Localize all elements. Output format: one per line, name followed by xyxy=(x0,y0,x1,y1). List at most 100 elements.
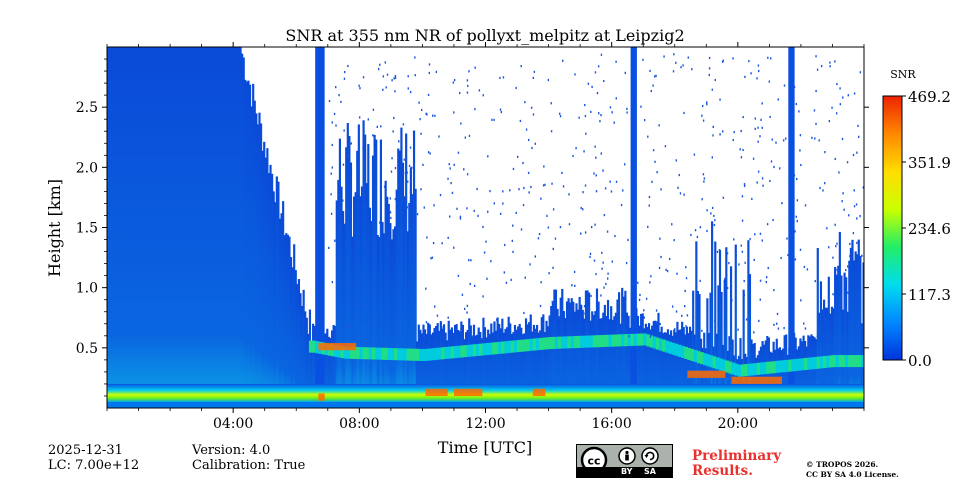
noise-speckle xyxy=(379,221,381,224)
noise-speckle xyxy=(394,74,397,78)
signal-column xyxy=(681,321,684,408)
noise-speckle xyxy=(413,293,415,296)
noise-speckle xyxy=(562,59,564,62)
noise-speckle xyxy=(658,124,660,127)
noise-speckle xyxy=(390,170,393,173)
noise-speckle xyxy=(615,60,617,63)
signal-column xyxy=(215,47,218,408)
noise-speckle xyxy=(675,159,677,162)
signal-column xyxy=(438,330,441,408)
boundary-layer-band xyxy=(728,361,733,374)
signal-column xyxy=(485,337,488,408)
noise-speckle xyxy=(769,179,771,183)
noise-speckle xyxy=(647,225,649,228)
noise-speckle xyxy=(348,281,351,284)
signal-column xyxy=(176,47,179,408)
noise-speckle xyxy=(435,70,438,73)
signal-column xyxy=(266,148,269,408)
noise-speckle xyxy=(806,268,809,271)
noise-speckle xyxy=(594,71,597,74)
signal-column xyxy=(408,202,411,408)
signal-column xyxy=(572,301,575,408)
noise-speckle xyxy=(684,334,686,338)
signal-column xyxy=(446,340,449,408)
noise-speckle xyxy=(765,280,767,284)
signal-column xyxy=(225,47,228,408)
boundary-layer-band xyxy=(312,340,316,353)
noise-speckle xyxy=(534,142,537,145)
signal-column xyxy=(371,155,375,408)
boundary-layer-band xyxy=(400,348,405,361)
signal-column xyxy=(687,333,690,408)
signal-column xyxy=(677,330,681,408)
noise-speckle xyxy=(464,307,466,310)
noise-speckle xyxy=(742,148,744,152)
noise-speckle xyxy=(724,277,726,280)
noise-speckle xyxy=(747,264,749,267)
high-snr-spot xyxy=(687,370,726,378)
boundary-layer-band xyxy=(740,364,745,377)
noise-speckle xyxy=(476,187,478,191)
noise-speckle xyxy=(756,181,758,184)
boundary-layer-band xyxy=(356,347,360,360)
signal-column xyxy=(179,47,182,408)
boundary-layer-band xyxy=(463,345,468,358)
signal-column xyxy=(349,162,353,408)
noise-speckle xyxy=(523,186,525,190)
noise-speckle xyxy=(777,98,779,101)
noise-speckle xyxy=(733,131,735,134)
noise-speckle xyxy=(377,67,380,71)
signal-column xyxy=(370,220,373,408)
signal-column xyxy=(545,320,548,408)
noise-speckle xyxy=(686,314,689,317)
boundary-layer-band xyxy=(643,333,647,346)
signal-column xyxy=(644,323,647,408)
noise-speckle xyxy=(761,239,763,242)
noise-speckle xyxy=(450,181,452,185)
signal-column xyxy=(794,337,797,408)
boundary-layer-band xyxy=(602,334,606,347)
noise-speckle xyxy=(354,297,356,301)
signal-column xyxy=(394,226,397,408)
y-axis-label: Height [km] xyxy=(45,179,64,277)
noise-speckle xyxy=(590,225,593,229)
signal-column xyxy=(813,337,816,408)
signal-column xyxy=(668,334,671,408)
vertical-signal-band xyxy=(630,47,637,408)
boundary-layer-band xyxy=(558,336,562,349)
noise-speckle xyxy=(835,245,837,248)
noise-speckle xyxy=(358,131,360,134)
signal-column xyxy=(460,321,463,408)
noise-speckle xyxy=(732,138,734,142)
noise-speckle xyxy=(357,196,360,199)
noise-speckle xyxy=(855,291,857,294)
noise-speckle xyxy=(615,97,617,100)
noise-speckle xyxy=(400,227,403,230)
boundary-layer-band xyxy=(551,336,556,349)
noise-speckle xyxy=(434,305,436,308)
signal-column xyxy=(658,331,662,408)
noise-speckle xyxy=(515,86,517,90)
signal-column xyxy=(606,299,610,408)
signal-column xyxy=(676,321,679,408)
signal-column xyxy=(649,329,652,408)
noise-speckle xyxy=(552,208,555,211)
boundary-layer-band xyxy=(554,336,559,349)
signal-column xyxy=(701,347,704,408)
signal-column xyxy=(455,324,458,408)
noise-speckle xyxy=(453,246,455,249)
signal-column xyxy=(494,330,498,408)
noise-speckle xyxy=(712,134,714,137)
noise-speckle xyxy=(358,116,361,119)
signal-column xyxy=(171,47,174,408)
signal-column xyxy=(170,47,173,408)
noise-speckle xyxy=(530,106,533,109)
colorbar-label: SNR xyxy=(890,68,916,81)
signal-column xyxy=(108,47,111,408)
noise-speckle xyxy=(415,286,417,289)
noise-speckle xyxy=(375,289,377,292)
signal-column xyxy=(558,316,561,408)
signal-column xyxy=(138,47,141,408)
noise-speckle xyxy=(493,202,496,205)
footer-calibration: Calibration: True xyxy=(192,458,306,473)
